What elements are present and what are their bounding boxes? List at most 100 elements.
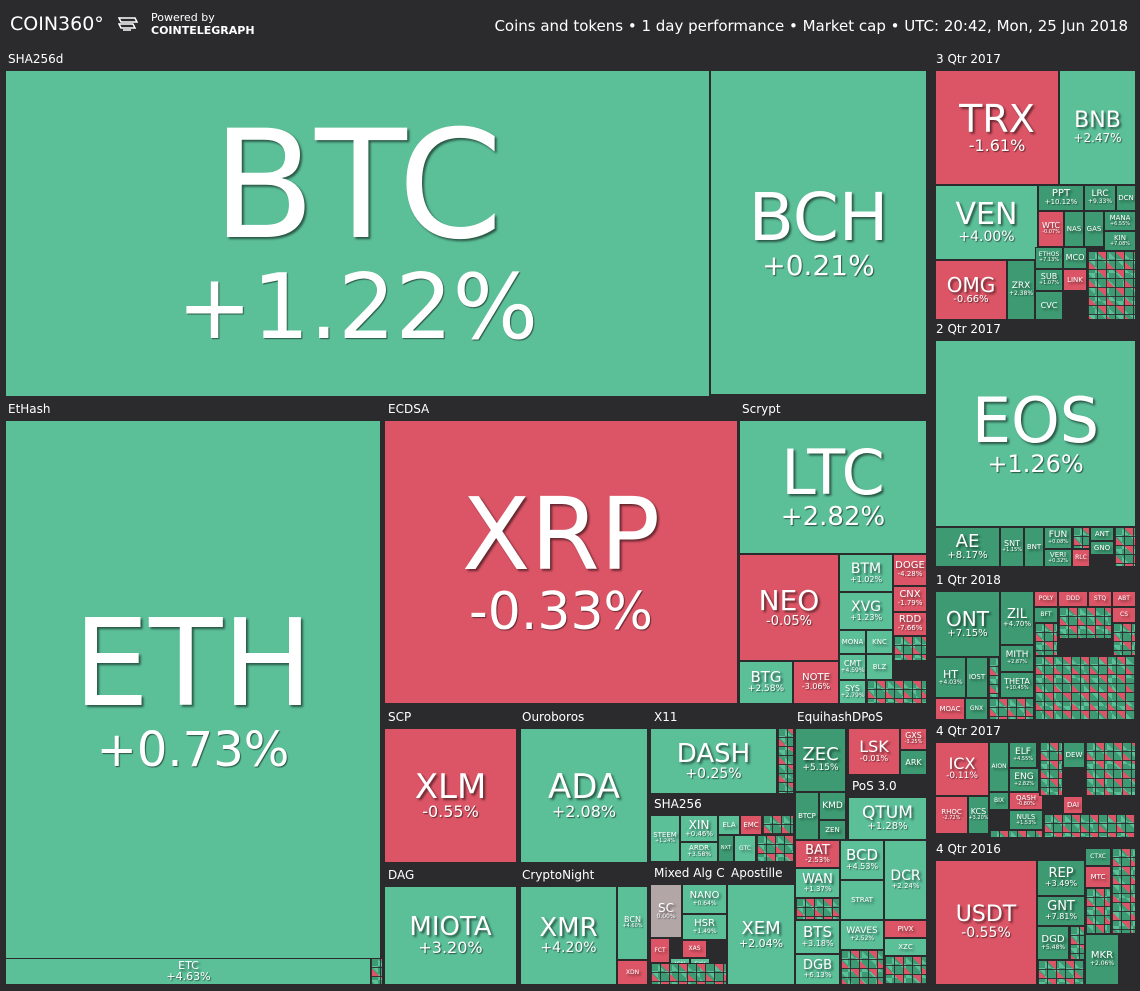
coin-tile-kmd[interactable]: KMD — [819, 792, 846, 820]
coin-tile-xin[interactable]: XIN +0.46% — [680, 815, 718, 842]
coin-tile-pivx[interactable]: PIVX — [884, 920, 927, 938]
coin-tile-lsk[interactable]: LSK -0.01% — [848, 728, 900, 775]
coin-tile-bts[interactable]: BTS +3.18% — [795, 920, 840, 954]
coin-tile-mco[interactable]: MCO — [1063, 247, 1087, 269]
coin-tile-btc[interactable]: BTC +1.22% — [5, 70, 710, 397]
coin-tile-ddd[interactable]: DDD — [1058, 591, 1088, 607]
coin-tile-gno[interactable]: GNO — [1090, 541, 1114, 555]
sha256-small-coins-2[interactable] — [756, 835, 794, 862]
coin-tile-gnx[interactable]: GNX — [965, 698, 988, 720]
group-label-cryptonight[interactable]: CryptoNight — [522, 868, 595, 882]
coin-tile-etc[interactable]: ETC +4.63% — [5, 958, 372, 985]
q1-small-coins-1[interactable] — [1058, 607, 1112, 639]
q4-2017-small-coins-4[interactable] — [989, 830, 1043, 838]
sha256-small-coins-1[interactable] — [762, 815, 794, 835]
coin-tile-gtc[interactable]: GTC — [734, 835, 756, 862]
coin-tile-wan[interactable]: WAN +1.37% — [795, 868, 840, 898]
q1-small-coins-2[interactable] — [1112, 623, 1136, 656]
coin-tile-ht[interactable]: HT +4.03% — [935, 657, 966, 698]
coin-tile-cs[interactable]: CS — [1112, 607, 1136, 623]
coin-tile-dcr[interactable]: DCR +2.24% — [884, 840, 927, 920]
coin-tile-iost[interactable]: IOST — [966, 657, 988, 698]
q1-small-coins-3[interactable] — [1034, 623, 1058, 656]
misc-small-coins-2[interactable] — [840, 950, 884, 985]
coin-tile-xlm[interactable]: XLM -0.55% — [384, 728, 517, 863]
coin-tile-omg[interactable]: OMG -0.66% — [935, 260, 1007, 320]
q4-2017-small-coins-2[interactable] — [1085, 742, 1136, 796]
group-label-pos30[interactable]: PoS 3.0 — [852, 779, 897, 793]
powered-by[interactable]: Powered by COINTELEGRAPH — [151, 11, 255, 37]
coin-tile-nas[interactable]: NAS — [1064, 211, 1084, 247]
coin-tile-rhoc[interactable]: RHOC -2.72% — [935, 796, 968, 834]
coin-tile-veri[interactable]: VERI +0.32% — [1044, 549, 1072, 567]
group-label-ecdsa[interactable]: ECDSA — [388, 402, 430, 416]
group-label-q3_2017[interactable]: 3 Qtr 2017 — [936, 52, 1001, 66]
scrypt-small-coins-2[interactable] — [866, 680, 927, 704]
ethash-small-coins[interactable] — [370, 958, 383, 985]
q3-small-coins[interactable] — [1087, 251, 1136, 320]
coin-tile-eth[interactable]: ETH +0.73% — [5, 420, 381, 960]
coin-tile-ont[interactable]: ONT +7.15% — [935, 591, 1000, 657]
q4-2016-small-coins-4[interactable] — [1069, 926, 1085, 960]
group-label-scrypt[interactable]: Scrypt — [742, 402, 781, 416]
coin-tile-poly[interactable]: POLY — [1034, 591, 1058, 607]
coin-tile-btcp[interactable]: BTCP — [795, 792, 819, 840]
coin-tile-fun[interactable]: FUN +0.08% — [1044, 527, 1072, 549]
coin-tile-bix[interactable]: BIX — [989, 792, 1009, 810]
group-label-sha256[interactable]: SHA256 — [654, 797, 702, 811]
coin-tile-cmt[interactable]: CMT +4.59% — [839, 654, 866, 680]
coin-tile-ae[interactable]: AE +8.17% — [935, 527, 1000, 567]
coin-tile-link[interactable]: LINK — [1063, 269, 1087, 291]
coin-tile-knc[interactable]: KNC — [866, 630, 893, 654]
coin-tile-blz[interactable]: BLZ — [866, 654, 893, 680]
misc-small-coins-3[interactable] — [884, 956, 927, 985]
scrypt-small-coins-1[interactable] — [893, 636, 927, 661]
coin-tile-ela[interactable]: ELA — [718, 815, 740, 835]
group-label-q4_2017[interactable]: 4 Qtr 2017 — [936, 724, 1001, 738]
group-label-q4_2016[interactable]: 4 Qtr 2016 — [936, 842, 1001, 856]
misc-small-coins-1[interactable] — [795, 898, 840, 920]
coin-tile-wtc[interactable]: WTC -0.07% — [1038, 211, 1064, 247]
coin-tile-mith[interactable]: MITH +2.87% — [1000, 645, 1034, 672]
coin-tile-snt[interactable]: SNT +1.15% — [1000, 527, 1024, 567]
coin-tile-eos[interactable]: EOS +1.26% — [935, 340, 1136, 527]
group-label-equihash[interactable]: Equihash — [797, 710, 852, 724]
group-label-q2_2017[interactable]: 2 Qtr 2017 — [936, 322, 1001, 336]
group-label-q1_2018[interactable]: 1 Qtr 2018 — [936, 573, 1001, 587]
coin-tile-xzc[interactable]: XZC — [884, 938, 927, 956]
coin-tile-ethos[interactable]: ETHOS +7.13% — [1035, 247, 1063, 269]
coin-tile-eng[interactable]: ENG +2.82% — [1009, 768, 1039, 792]
q1-small-coins-4[interactable] — [988, 657, 1000, 698]
coin-tile-abt[interactable]: ABT — [1112, 591, 1136, 607]
coin-tile-strat[interactable]: STRAT — [840, 880, 884, 920]
coin-tile-rlc[interactable]: RLC — [1072, 549, 1090, 567]
coin-tile-nano[interactable]: NANO +0.64% — [682, 884, 727, 914]
coin-tile-btg[interactable]: BTG +2.58% — [739, 661, 793, 704]
group-label-ouroboros[interactable]: Ouroboros — [522, 710, 585, 724]
coin-tile-bnt[interactable]: BNT — [1024, 527, 1044, 567]
coin-tile-bnb[interactable]: BNB +2.47% — [1059, 70, 1136, 185]
view-settings-info[interactable]: Coins and tokens • 1 day performance • M… — [494, 17, 1128, 35]
coin-tile-sys[interactable]: SYS +2.79% — [839, 680, 866, 704]
coin-tile-fct[interactable]: FCT — [650, 938, 670, 963]
group-label-ethash[interactable]: EtHash — [8, 402, 51, 416]
coin-tile-gas[interactable]: GAS — [1084, 211, 1104, 247]
q2-small-coins-2[interactable] — [1114, 527, 1136, 567]
coin-tile-trx[interactable]: TRX -1.61% — [935, 70, 1059, 185]
x11-small-coins[interactable] — [777, 728, 794, 794]
coin-tile-ada[interactable]: ADA +2.08% — [520, 728, 648, 863]
coin-tile-mtc[interactable]: MTC — [1085, 866, 1111, 888]
group-label-mixed[interactable]: Mixed Alg C — [654, 866, 725, 880]
coin-tile-dgd[interactable]: DGD +5.48% — [1037, 926, 1069, 960]
coin-tile-usdt[interactable]: USDT -0.55% — [935, 860, 1037, 985]
coin-tile-note[interactable]: NOTE -3.06% — [793, 661, 839, 704]
group-label-scp[interactable]: SCP — [388, 710, 412, 724]
coin-tile-moac[interactable]: MOAC — [935, 698, 965, 720]
coin-tile-xvg[interactable]: XVG +1.23% — [839, 592, 893, 630]
q1-small-coins-5[interactable] — [1034, 656, 1136, 720]
group-label-apostille[interactable]: Apostille — [731, 866, 783, 880]
coin-tile-mona[interactable]: MONA — [839, 630, 866, 654]
coin-tile-dcn[interactable]: DCN — [1116, 185, 1136, 211]
coin-tile-emc[interactable]: EMC — [740, 815, 762, 835]
q4-2016-small-coins-1[interactable] — [1111, 848, 1136, 934]
